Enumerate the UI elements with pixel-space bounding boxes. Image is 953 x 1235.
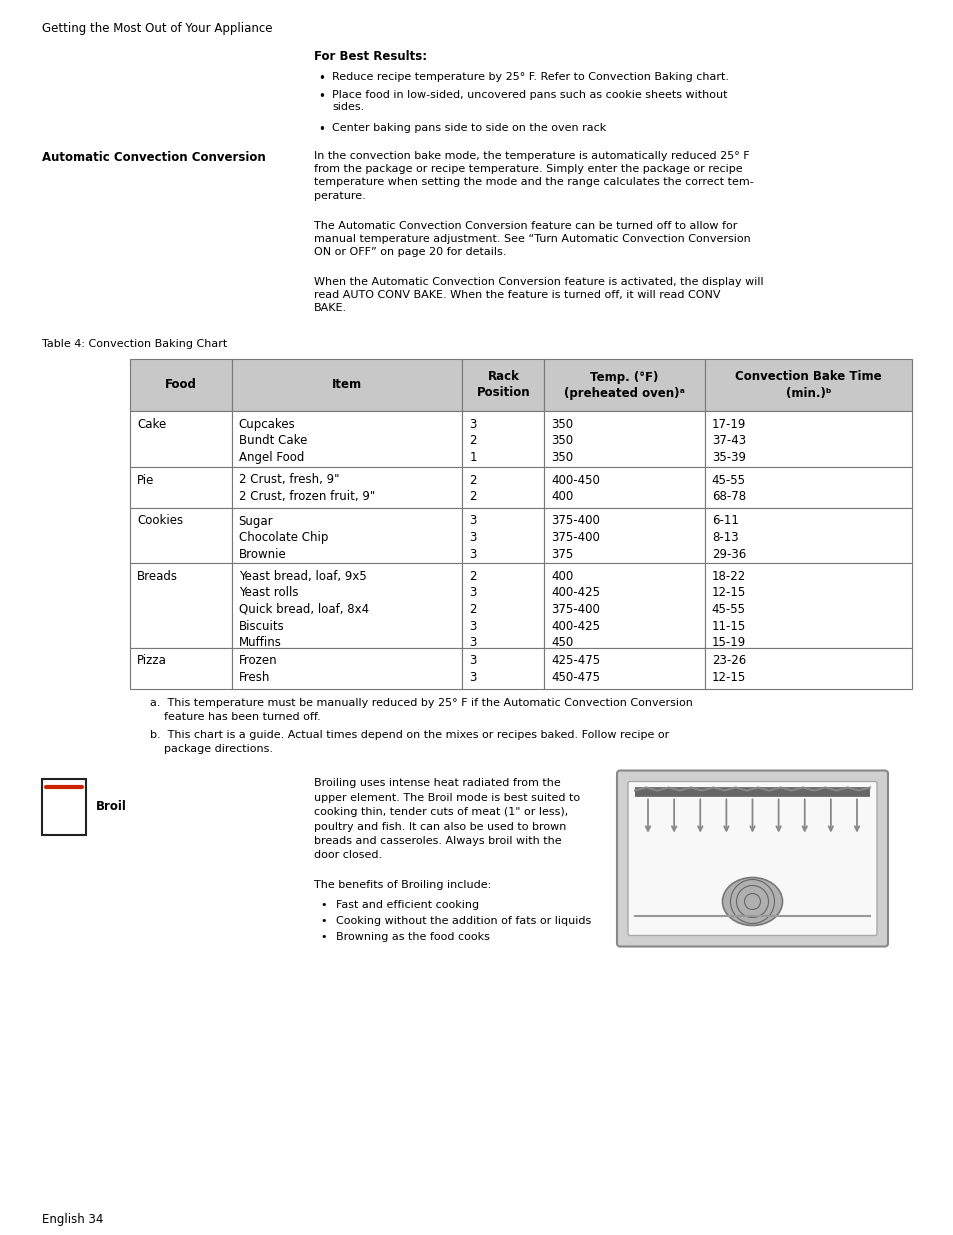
Bar	[130, 359, 232, 411]
Text: Breads: Breads	[137, 571, 178, 583]
Text: Convection Bake Time
(min.)ᵇ: Convection Bake Time (min.)ᵇ	[735, 370, 881, 399]
Text: 2
2: 2 2	[469, 473, 476, 503]
Bar	[704, 411, 911, 467]
Bar	[232, 563, 462, 647]
Bar	[130, 563, 232, 647]
Bar	[544, 563, 704, 647]
Text: For Best Results:: For Best Results:	[314, 49, 427, 63]
Text: Temp. (°F)
(preheated oven)ᵃ: Temp. (°F) (preheated oven)ᵃ	[563, 370, 684, 399]
Text: 2
3
2
3
3: 2 3 2 3 3	[469, 571, 476, 650]
Text: Cooking without the addition of fats or liquids: Cooking without the addition of fats or …	[335, 916, 591, 926]
Bar	[544, 467, 704, 508]
Text: In the convection bake mode, the temperature is automatically reduced 25° F
from: In the convection bake mode, the tempera…	[314, 151, 753, 200]
Bar	[704, 508, 911, 563]
Bar	[232, 411, 462, 467]
Text: Getting the Most Out of Your Appliance: Getting the Most Out of Your Appliance	[42, 22, 273, 35]
Bar	[462, 467, 544, 508]
Text: 3
3
3: 3 3 3	[469, 515, 476, 561]
Bar	[544, 411, 704, 467]
Text: The Automatic Convection Conversion feature can be turned off to allow for
manua: The Automatic Convection Conversion feat…	[314, 221, 750, 257]
Text: •: •	[317, 124, 325, 136]
Text: b.  This chart is a guide. Actual times depend on the mixes or recipes baked. Fo: b. This chart is a guide. Actual times d…	[150, 730, 669, 753]
Bar	[232, 467, 462, 508]
Text: •: •	[319, 916, 326, 926]
Text: Browning as the food cooks: Browning as the food cooks	[335, 932, 489, 942]
Bar	[462, 647, 544, 688]
Text: Broiling uses intense heat radiated from the
upper element. The Broil mode is be: Broiling uses intense heat radiated from…	[314, 778, 579, 861]
Bar	[232, 508, 462, 563]
Text: Item: Item	[332, 378, 362, 391]
Text: 2 Crust, fresh, 9"
2 Crust, frozen fruit, 9": 2 Crust, fresh, 9" 2 Crust, frozen fruit…	[238, 473, 375, 503]
Text: Place food in low-sided, uncovered pans such as cookie sheets without
sides.: Place food in low-sided, uncovered pans …	[332, 90, 727, 112]
Bar	[130, 411, 232, 467]
Bar	[130, 508, 232, 563]
Text: •: •	[317, 90, 325, 103]
Text: 6-11
8-13
29-36: 6-11 8-13 29-36	[711, 515, 745, 561]
Bar	[130, 647, 232, 688]
Text: •: •	[319, 932, 326, 942]
Text: Pizza: Pizza	[137, 655, 167, 667]
Text: When the Automatic Convection Conversion feature is activated, the display will
: When the Automatic Convection Conversion…	[314, 277, 762, 314]
Text: •: •	[317, 72, 325, 85]
Text: 400
400-425
375-400
400-425
450: 400 400-425 375-400 400-425 450	[551, 571, 599, 650]
Text: Cake: Cake	[137, 417, 166, 431]
FancyBboxPatch shape	[627, 782, 876, 935]
Text: Cookies: Cookies	[137, 515, 183, 527]
Text: Cupcakes
Bundt Cake
Angel Food: Cupcakes Bundt Cake Angel Food	[238, 417, 307, 464]
FancyBboxPatch shape	[617, 771, 887, 946]
Text: 3
2
1: 3 2 1	[469, 417, 476, 464]
Text: The benefits of Broiling include:: The benefits of Broiling include:	[314, 881, 491, 890]
Text: 425-475
450-475: 425-475 450-475	[551, 655, 600, 684]
Text: Pie: Pie	[137, 473, 154, 487]
Bar	[544, 647, 704, 688]
Text: 350
350
350: 350 350 350	[551, 417, 573, 464]
Bar	[704, 647, 911, 688]
Bar	[462, 563, 544, 647]
Text: 45-55
68-78: 45-55 68-78	[711, 473, 745, 503]
Text: a.  This temperature must be manually reduced by 25° F if the Automatic Convecti: a. This temperature must be manually red…	[150, 699, 692, 721]
Text: Center baking pans side to side on the oven rack: Center baking pans side to side on the o…	[332, 124, 605, 133]
Bar	[462, 508, 544, 563]
Text: 3
3: 3 3	[469, 655, 476, 684]
Text: •: •	[319, 900, 326, 910]
Text: English 34: English 34	[42, 1213, 103, 1226]
Bar	[130, 467, 232, 508]
Text: Yeast bread, loaf, 9x5
Yeast rolls
Quick bread, loaf, 8x4
Biscuits
Muffins: Yeast bread, loaf, 9x5 Yeast rolls Quick…	[238, 571, 369, 650]
Bar	[704, 563, 911, 647]
Text: Reduce recipe temperature by 25° F. Refer to Convection Baking chart.: Reduce recipe temperature by 25° F. Refe…	[332, 72, 728, 82]
Text: Rack
Position: Rack Position	[476, 370, 530, 399]
Text: Automatic Convection Conversion: Automatic Convection Conversion	[42, 151, 266, 164]
Bar	[232, 647, 462, 688]
Text: 18-22
12-15
45-55
11-15
15-19: 18-22 12-15 45-55 11-15 15-19	[711, 571, 745, 650]
Bar	[544, 508, 704, 563]
Bar	[462, 359, 544, 411]
Bar	[704, 467, 911, 508]
Text: Table 4: Convection Baking Chart: Table 4: Convection Baking Chart	[42, 338, 227, 350]
Bar	[462, 411, 544, 467]
Bar	[232, 359, 462, 411]
Text: 17-19
37-43
35-39: 17-19 37-43 35-39	[711, 417, 745, 464]
Text: 375-400
375-400
375: 375-400 375-400 375	[551, 515, 599, 561]
Text: Broil: Broil	[96, 800, 127, 814]
Bar	[544, 359, 704, 411]
Text: 400-450
400: 400-450 400	[551, 473, 599, 503]
Text: Food: Food	[165, 378, 196, 391]
Ellipse shape	[721, 878, 781, 925]
Bar	[704, 359, 911, 411]
Text: Frozen
Fresh: Frozen Fresh	[238, 655, 277, 684]
Text: Fast and efficient cooking: Fast and efficient cooking	[335, 900, 478, 910]
Text: Sugar
Chocolate Chip
Brownie: Sugar Chocolate Chip Brownie	[238, 515, 328, 561]
Text: 23-26
12-15: 23-26 12-15	[711, 655, 745, 684]
Bar	[42, 778, 86, 835]
